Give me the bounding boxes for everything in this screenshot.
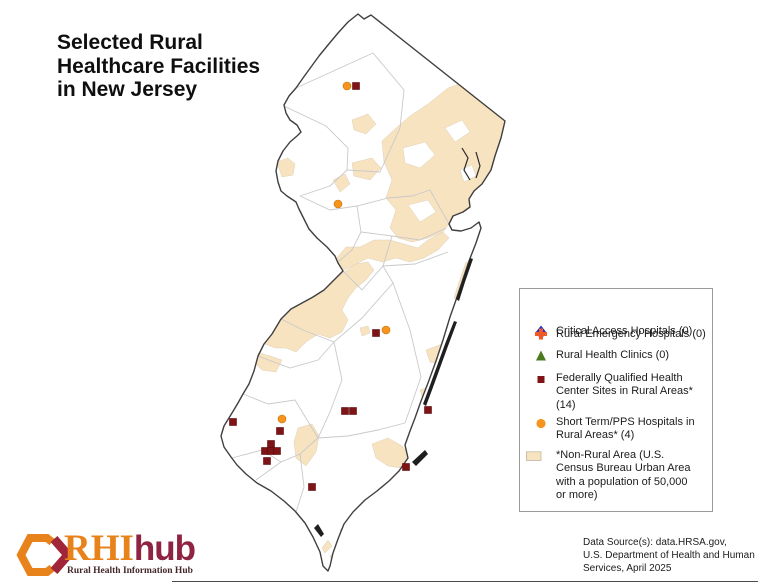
logo-rhi-text: RHI: [64, 528, 134, 569]
logo-subtitle: Rural Health Information Hub: [67, 566, 193, 576]
fqhc-site-marker: [349, 407, 357, 415]
plus-icon: [535, 328, 547, 340]
map-legend: Critical Access Hospitals (0) Rural Emer…: [519, 288, 713, 512]
page-title: Selected Rural Healthcare Facilities in …: [57, 31, 260, 102]
logo-hub-text: hub: [133, 529, 196, 568]
square-icon: [537, 376, 545, 383]
legend-label: Federally Qualified Health Center Sites …: [556, 372, 693, 411]
fqhc-site-marker: [263, 457, 271, 465]
fqhc-site-marker: [308, 483, 316, 491]
county-borders: [231, 52, 450, 513]
legend-label: Rural Health Clinics (0): [556, 349, 670, 361]
fqhc-site-marker: [276, 427, 284, 435]
facility-markers: [229, 81, 432, 491]
pps-hospital-marker: [381, 325, 391, 335]
pps-hospital-marker: [277, 414, 287, 424]
legend-label: Rural Emergency Hospitals (0): [556, 328, 706, 340]
meadowlands-rivers: [461, 147, 481, 181]
urban-area-holes: [402, 119, 477, 223]
chevron-icon: [50, 536, 70, 574]
pps-hospital-marker: [333, 199, 343, 209]
legend-label: Critical Access Hospitals (0): [556, 325, 693, 337]
fqhc-site-marker: [341, 407, 349, 415]
fqhc-site-marker: [372, 329, 380, 337]
fqhc-site-marker: [424, 406, 432, 414]
logo-wordmark: RHIhub: [64, 527, 196, 570]
title-line: Selected Rural: [57, 31, 203, 54]
title-line: Healthcare Facilities: [57, 54, 261, 78]
fqhc-site-marker: [267, 440, 275, 448]
coastal-barrier-islands: [314, 258, 473, 537]
fqhc-site-marker: [273, 447, 281, 455]
pps-hospital-marker: [342, 81, 352, 91]
fqhc-site-marker: [352, 82, 360, 90]
swatch-icon: [526, 451, 542, 461]
fqhc-site-marker: [402, 463, 410, 471]
source-line: U.S. Department of Health and Human: [583, 550, 755, 562]
rhihub-hexagon-icon: [16, 534, 70, 576]
title-line: in New Jersey: [57, 78, 198, 101]
non-rural-urban-areas: [253, 79, 505, 563]
fqhc-site-marker: [229, 418, 237, 426]
state-outline: [220, 13, 506, 572]
legend-label: Short Term/PPS Hospitals in Rural Areas*…: [556, 416, 695, 442]
triangle-icon: [536, 350, 546, 361]
rhihub-logo[interactable]: RHIhub Rural Health Information Hub: [14, 527, 244, 579]
data-source-note: Data Source(s): data.HRSA.gov, U.S. Depa…: [583, 536, 755, 576]
source-line: Services, April 2025: [583, 563, 672, 575]
legend-label: *Non-Rural Area (U.S. Census Bureau Urba…: [556, 449, 691, 502]
source-line: Data Source(s): data.HRSA.gov,: [583, 537, 727, 548]
bottom-border-line: [172, 581, 758, 582]
circle-icon: [536, 418, 546, 429]
